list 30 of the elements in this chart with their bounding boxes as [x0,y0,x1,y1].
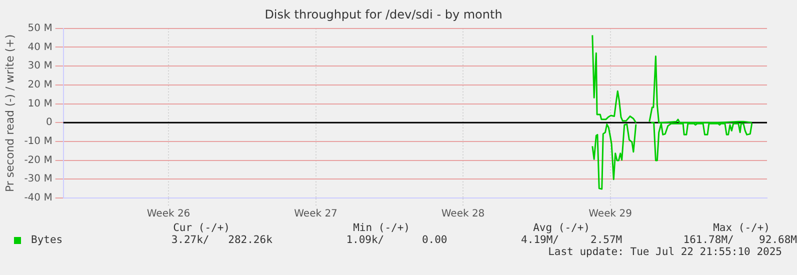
y-tick-label: -20 M [24,154,52,166]
text: 4.19M/ [520,234,559,246]
chart-title: Disk throughput for /dev/sdi - by month [264,7,502,22]
text: 2.57M [590,234,622,246]
text: Cur (-/+) [172,222,230,234]
y-tick-label: -40 M [24,192,52,204]
y-tick-label: 0 [46,117,52,128]
text: Last update: Tue Jul 22 21:55:10 2025 [547,246,783,258]
y-tick-label: 10 M [28,98,52,110]
y-axis-title: Pr second read (-) / write (+) [3,34,16,192]
x-tick-label: Week 29 [588,208,632,220]
legend-label: Bytes [31,234,63,246]
x-tick-label: Week 28 [441,208,485,220]
text: 1.09k/ [345,234,384,246]
y-tick-label: 20 M [28,80,52,91]
y-tick-label: 40 M [28,42,52,53]
x-tick-label: Week 26 [146,208,190,220]
text: 0.00 [420,234,448,246]
y-tick-label: 50 M [28,22,52,34]
text: Min (-/+) [352,222,410,234]
text: Max (-/+) [712,222,770,234]
y-tick-label: -10 M [24,136,52,148]
text: 3.27k/ [170,234,210,246]
text: 282.26k [227,234,272,246]
text: 92.68M [758,234,797,246]
text: Avg (-/+) [532,222,590,234]
text: 161.78M/ [682,234,734,246]
y-tick-label: -30 M [24,174,52,185]
y-tick-label: 30 M [28,60,52,72]
x-tick-label: Week 27 [294,208,338,220]
